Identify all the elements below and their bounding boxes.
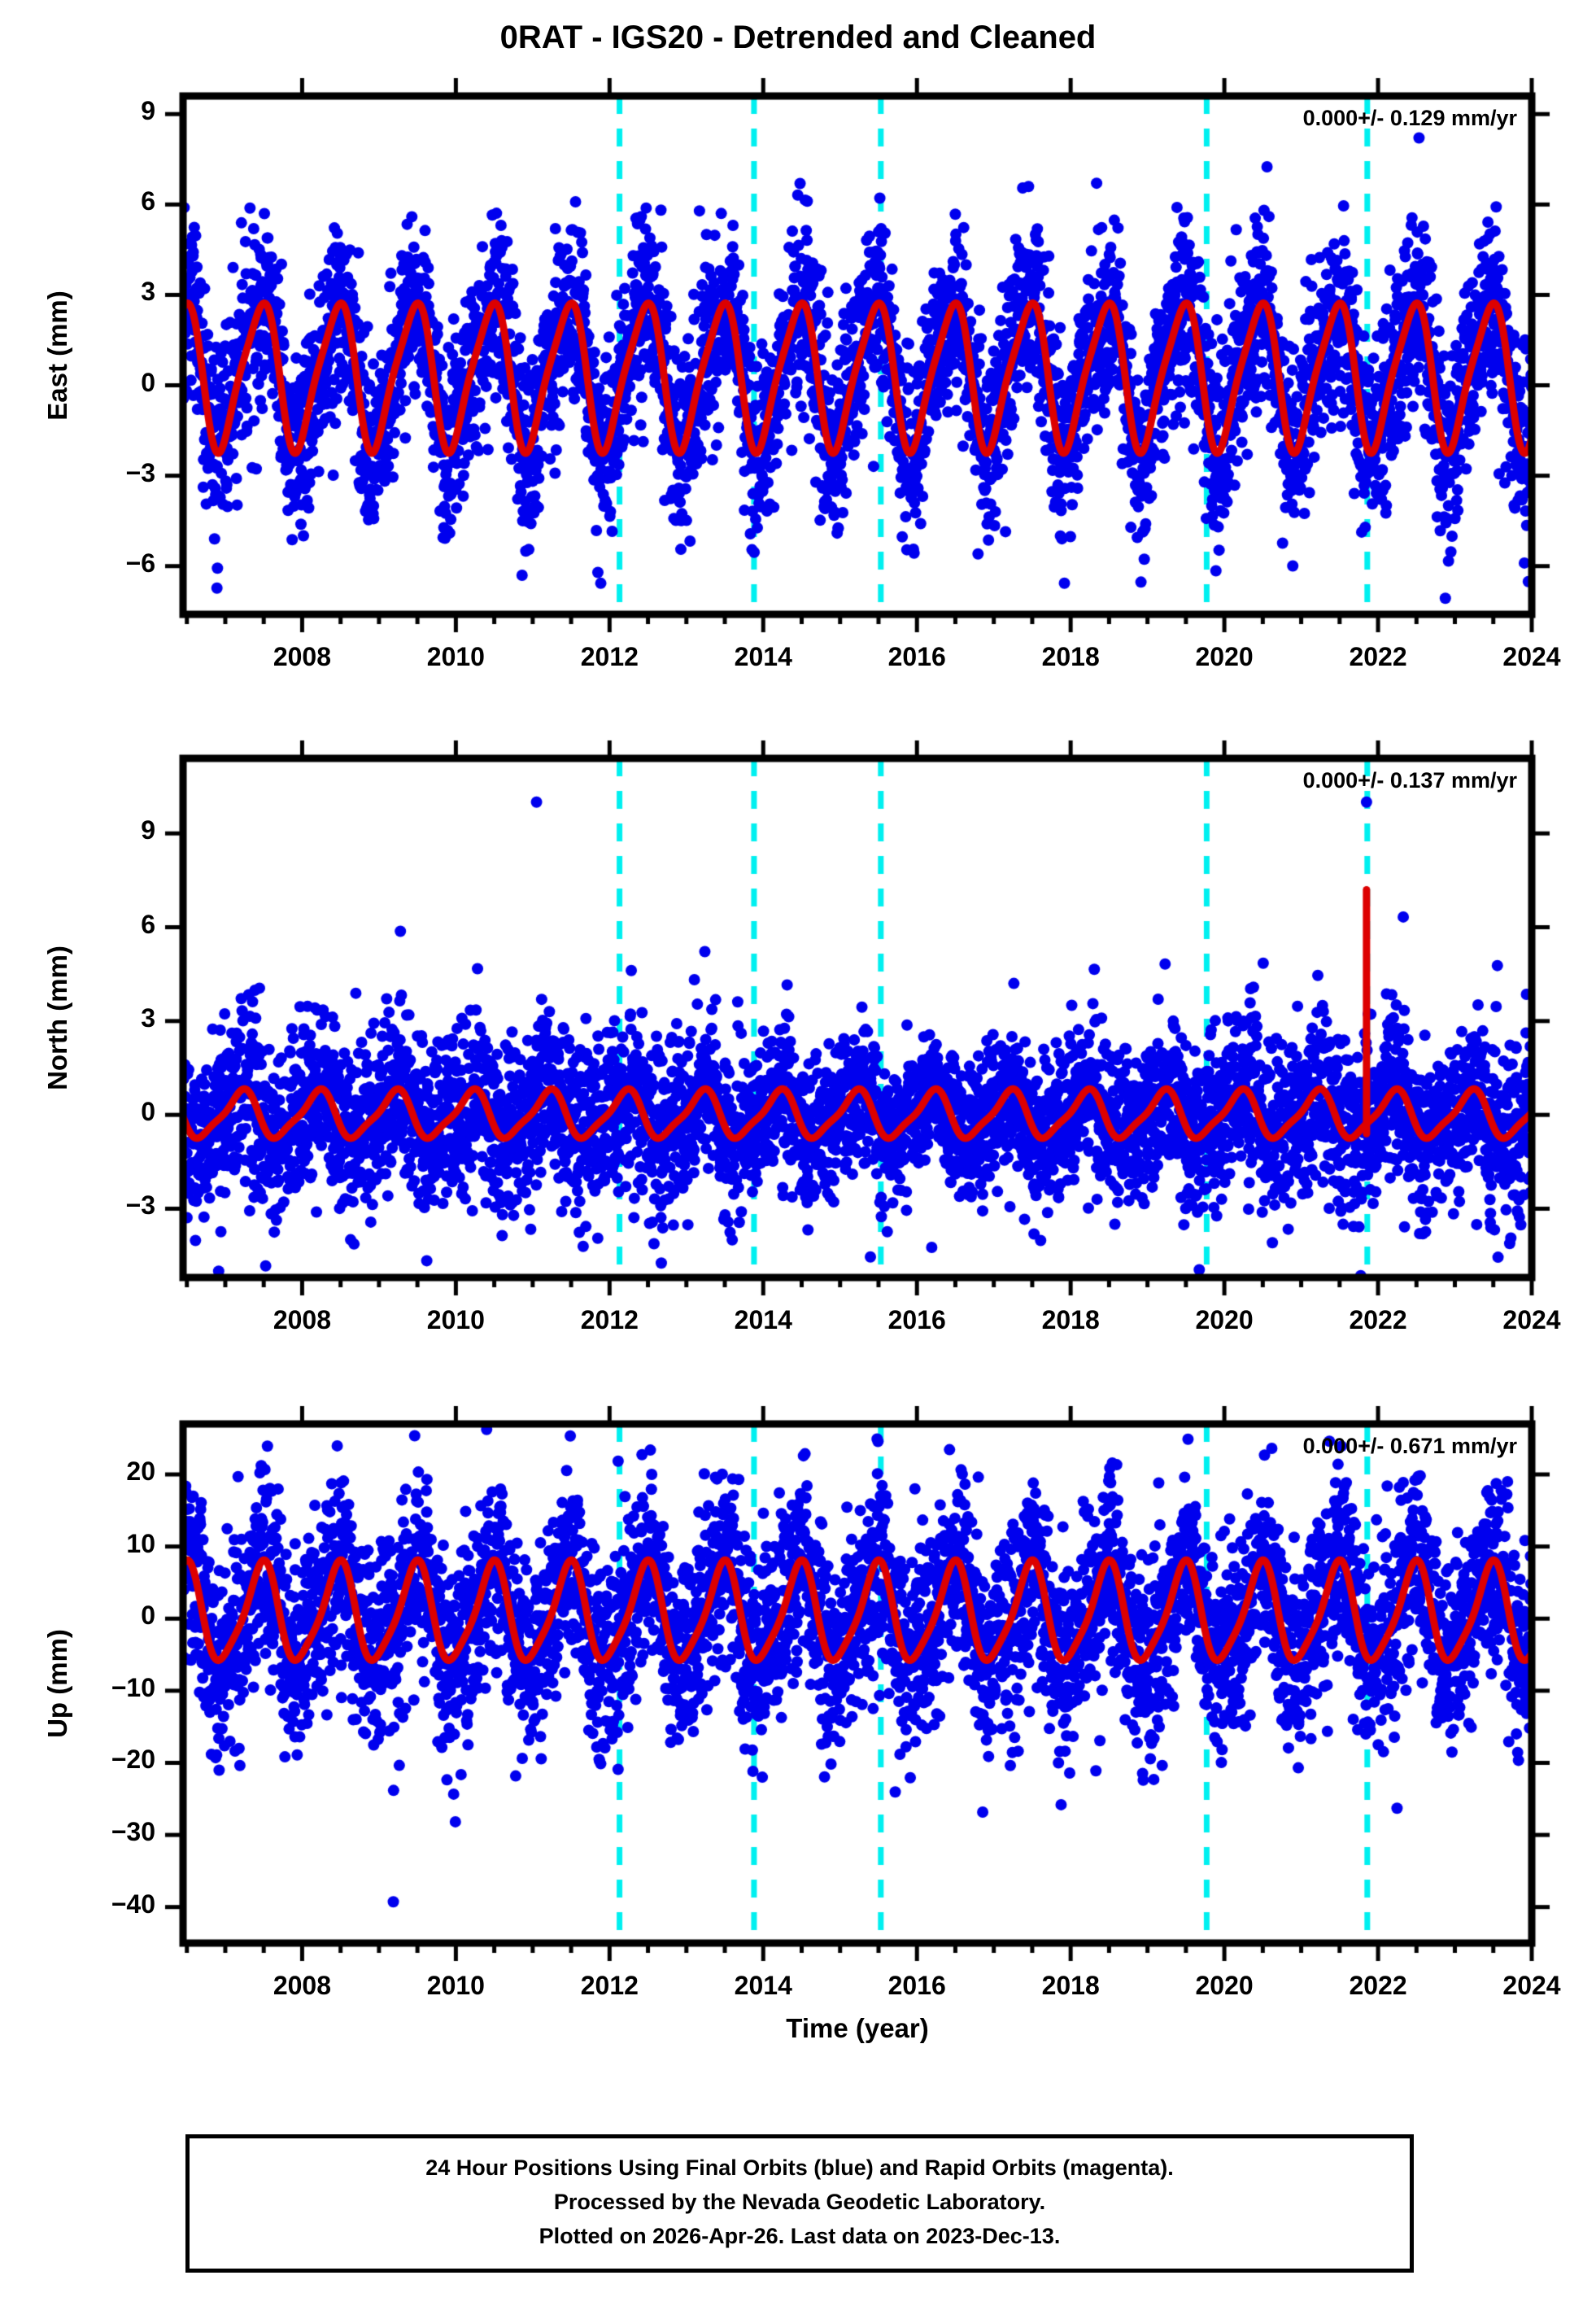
caption-line-3: Plotted on 2026-Apr-26. Last data on 202… [539,2223,1061,2248]
caption-line-1: 24 Hour Positions Using Final Orbits (bl… [425,2155,1174,2180]
caption-line-2: Processed by the Nevada Geodetic Laborat… [553,2189,1046,2214]
caption-box: 24 Hour Positions Using Final Orbits (bl… [185,2134,1414,2273]
